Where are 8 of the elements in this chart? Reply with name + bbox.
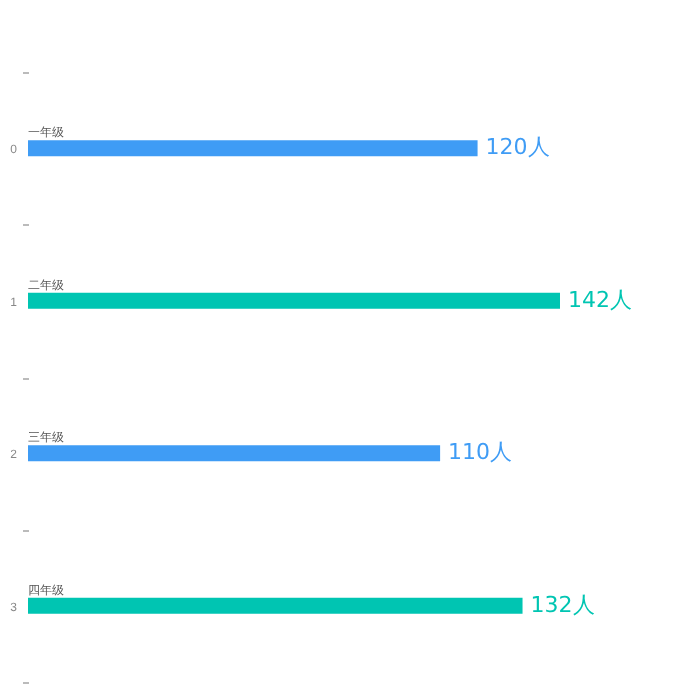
data-label: 142人 <box>568 286 632 313</box>
bar <box>28 292 560 309</box>
bar <box>28 445 441 462</box>
data-label: 120人 <box>485 134 550 161</box>
data-label: 110人 <box>448 439 513 466</box>
bar <box>28 140 478 157</box>
bar <box>28 597 523 614</box>
data-label: 132人 <box>530 591 595 618</box>
